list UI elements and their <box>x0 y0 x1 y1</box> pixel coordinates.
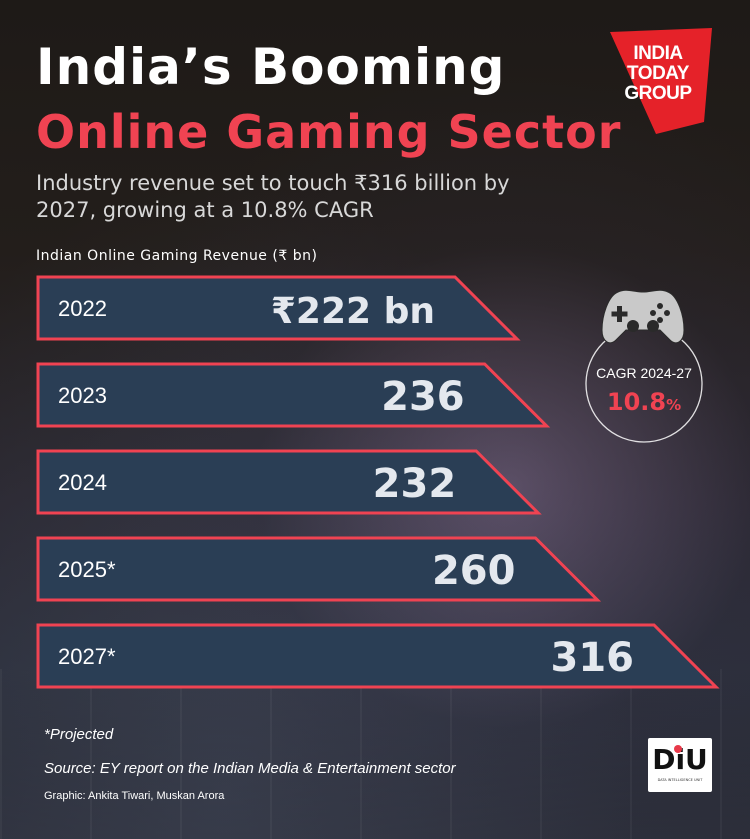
subtitle: Industry revenue set to touch ₹316 billi… <box>36 171 510 222</box>
diu-logo-dot <box>674 745 682 753</box>
bar-2023 <box>36 362 551 428</box>
category-label: 2023 <box>58 383 107 408</box>
title-line-2: Online Gaming Sector <box>36 105 622 159</box>
india-today-group-logo <box>610 28 712 134</box>
logo-line-2: TODAY <box>627 63 689 84</box>
value-label: ₹222 bn <box>271 291 435 332</box>
category-label: 2027* <box>58 644 116 669</box>
logo-text: INDIA TODAY GROUP <box>603 44 713 104</box>
diu-logo: DiU DATA INTELLIGENCE UNIT <box>648 738 712 792</box>
title-line-1: India’s Booming <box>36 38 506 96</box>
cagr-number: 10.8 <box>606 388 667 416</box>
bar-2022 <box>36 275 521 341</box>
bar-2027-projected <box>36 623 720 689</box>
diu-logo-subtext: DATA INTELLIGENCE UNIT <box>657 778 703 782</box>
value-label: 232 <box>373 461 457 507</box>
cagr-value: 10.8% <box>572 388 716 416</box>
gamepad-icon <box>601 289 685 344</box>
cagr-label: CAGR 2024-27 <box>596 365 692 381</box>
bar-2024 <box>36 449 542 515</box>
credit-note: Graphic: Ankita Tiwari, Muskan Arora <box>44 790 225 802</box>
logo-line-1: INDIA <box>633 43 683 64</box>
value-label: 260 <box>432 548 516 594</box>
category-label: 2024 <box>58 470 107 495</box>
bar-2025-projected <box>36 536 602 602</box>
value-label: 316 <box>551 635 635 681</box>
category-label: 2025* <box>58 557 116 582</box>
value-label: 236 <box>381 374 465 420</box>
source-note: Source: EY report on the Indian Media & … <box>44 760 456 777</box>
logo-line-3: GROUP <box>624 83 692 104</box>
category-label: 2022 <box>58 296 107 321</box>
chart-title: Indian Online Gaming Revenue (₹ bn) <box>36 248 318 264</box>
background-floor <box>0 669 750 839</box>
cagr-unit: % <box>666 396 682 414</box>
projected-note: *Projected <box>44 726 114 743</box>
